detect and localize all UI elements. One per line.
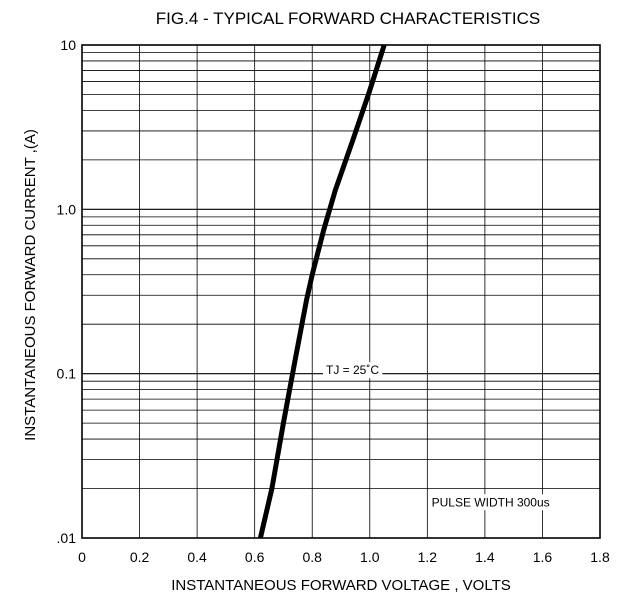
x-tick-label: 0 [78,549,86,565]
y-tick-label: 1.0 [57,201,77,217]
y-tick-label: 0.1 [57,366,77,382]
y-axis-label: INSTANTANEOUS FORWARD CURRENT ,(A) [22,129,39,441]
x-tick-label: 1.4 [475,549,495,565]
x-tick-label: 0.4 [187,549,207,565]
grid [82,45,600,538]
y-tick-label: 10 [60,37,76,53]
x-tick-label: 1.0 [360,549,380,565]
forward-current-curve [257,44,387,539]
chart-title: FIG.4 - TYPICAL FORWARD CHARACTERISTICS [156,9,540,28]
y-tick-label: .01 [57,530,77,546]
x-tick-label: 0.6 [245,549,265,565]
plot-frame [81,44,601,539]
x-axis-label: INSTANTANEOUS FORWARD VOLTAGE , VOLTS [171,577,511,594]
annotations: TJ = 25˚C PULSE WIDTH 300us [323,362,553,511]
annotation-label: PULSE WIDTH 300us [432,495,550,509]
x-tick-label: 1.6 [533,549,553,565]
x-tick-labels: 0 0.2 0.4 0.6 0.8 1.0 1.2 1.4 1.6 1.8 [78,549,610,565]
annotation-background [428,494,553,511]
x-tick-label: 0.2 [130,549,150,565]
x-tick-label: 0.8 [302,549,322,565]
x-tick-label: 1.8 [590,549,610,565]
series-layer [257,44,387,539]
x-tick-label: 1.2 [418,549,438,565]
annotation-label: TJ = 25˚C [326,363,379,377]
annotation-background [323,362,383,379]
y-tick-labels: .01 0.1 1.0 10 [57,37,77,546]
